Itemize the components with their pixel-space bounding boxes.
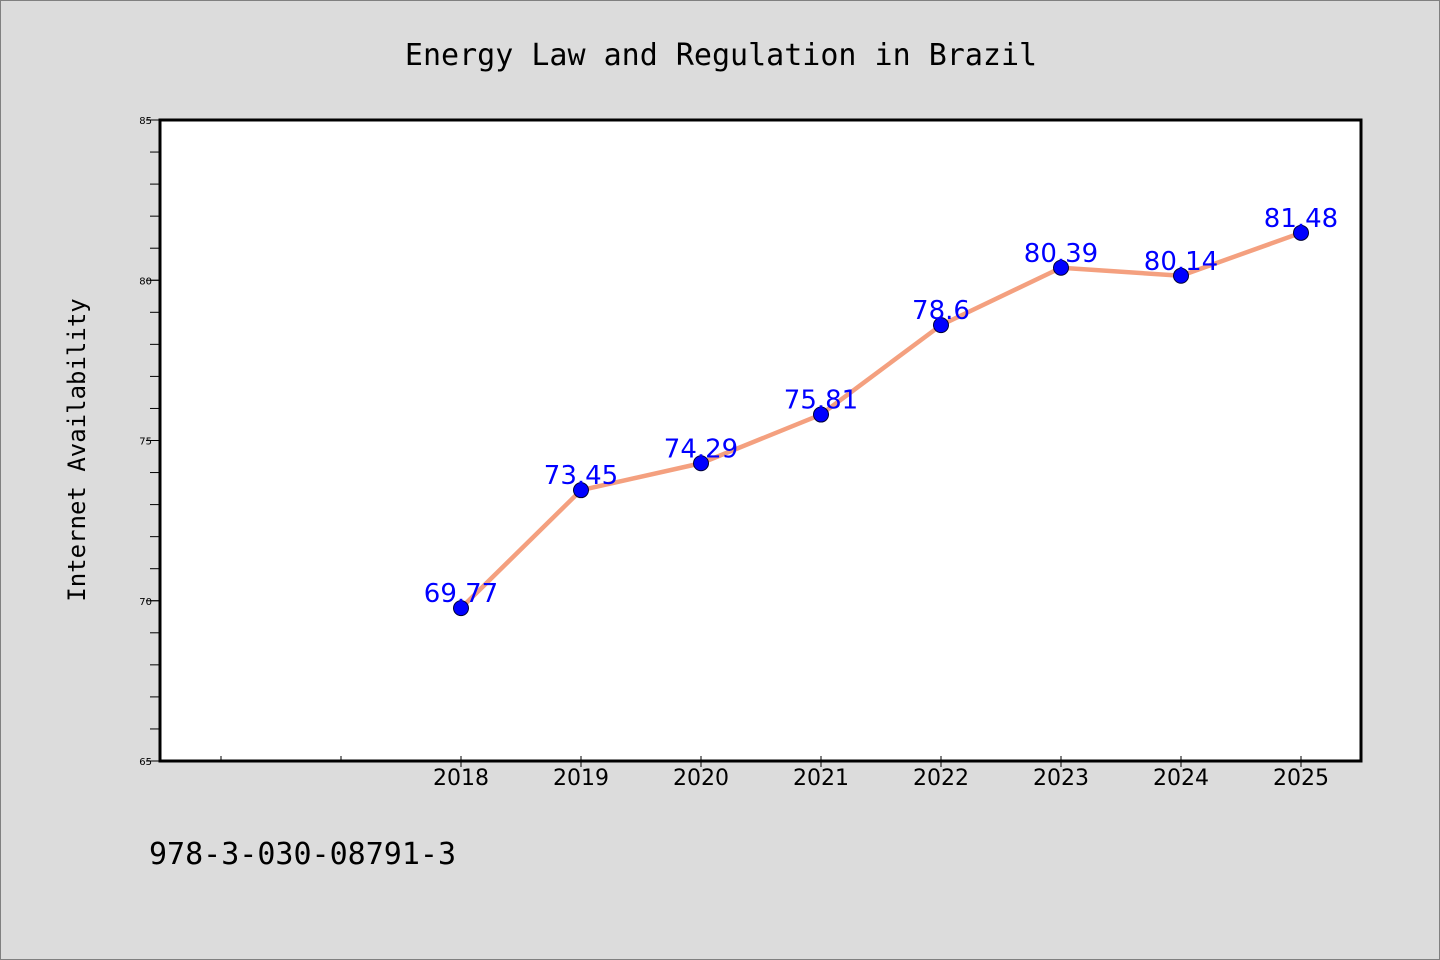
data-point — [933, 317, 949, 334]
y-tick-label: 65 — [139, 757, 152, 768]
x-tick-label: 2020 — [673, 766, 729, 791]
data-point — [1053, 259, 1069, 276]
x-tick-label: 2024 — [1153, 766, 1209, 791]
data-point — [573, 482, 589, 499]
data-point — [813, 406, 829, 423]
series-layer: 69.77 73.45 74.29 75.81 78.6 80.39 80.14 81.48 — [424, 204, 1338, 617]
data-label: 69.77 — [424, 579, 498, 609]
data-label: 73.45 — [544, 461, 618, 491]
data-label: 80.39 — [1024, 239, 1098, 269]
data-label: 80.14 — [1144, 247, 1218, 277]
x-tick-label: 2018 — [433, 766, 489, 791]
y-tick-label: 75 — [139, 437, 152, 448]
x-axis-ticks: 2018 2019 2020 2021 2022 2023 2024 2025 — [220, 756, 1329, 791]
y-tick-label: 85 — [139, 116, 152, 127]
data-point — [1293, 224, 1309, 241]
x-tick-label: 2021 — [793, 766, 849, 791]
data-point — [1173, 267, 1189, 284]
data-label: 81.48 — [1264, 204, 1338, 234]
series-line — [458, 230, 1304, 611]
chart-title: Energy Law and Regulation in Brazil — [405, 38, 1037, 73]
x-tick-label: 2022 — [913, 766, 969, 791]
x-tick-label: 2023 — [1033, 766, 1089, 791]
data-point — [693, 455, 709, 472]
isbn-footer: 978-3-030-08791-3 — [149, 837, 456, 872]
y-axis-ticks: 65 70 75 80 85 — [139, 116, 160, 768]
y-tick-label: 80 — [139, 276, 152, 287]
data-point — [453, 600, 469, 617]
y-axis-label: Internet Availability — [63, 298, 91, 601]
x-tick-label: 2025 — [1273, 766, 1329, 791]
x-tick-label: 2019 — [553, 766, 609, 791]
y-tick-label: 70 — [139, 597, 152, 608]
data-label: 75.81 — [784, 386, 858, 416]
data-label: 74.29 — [664, 434, 738, 464]
data-label: 78.6 — [912, 296, 970, 326]
